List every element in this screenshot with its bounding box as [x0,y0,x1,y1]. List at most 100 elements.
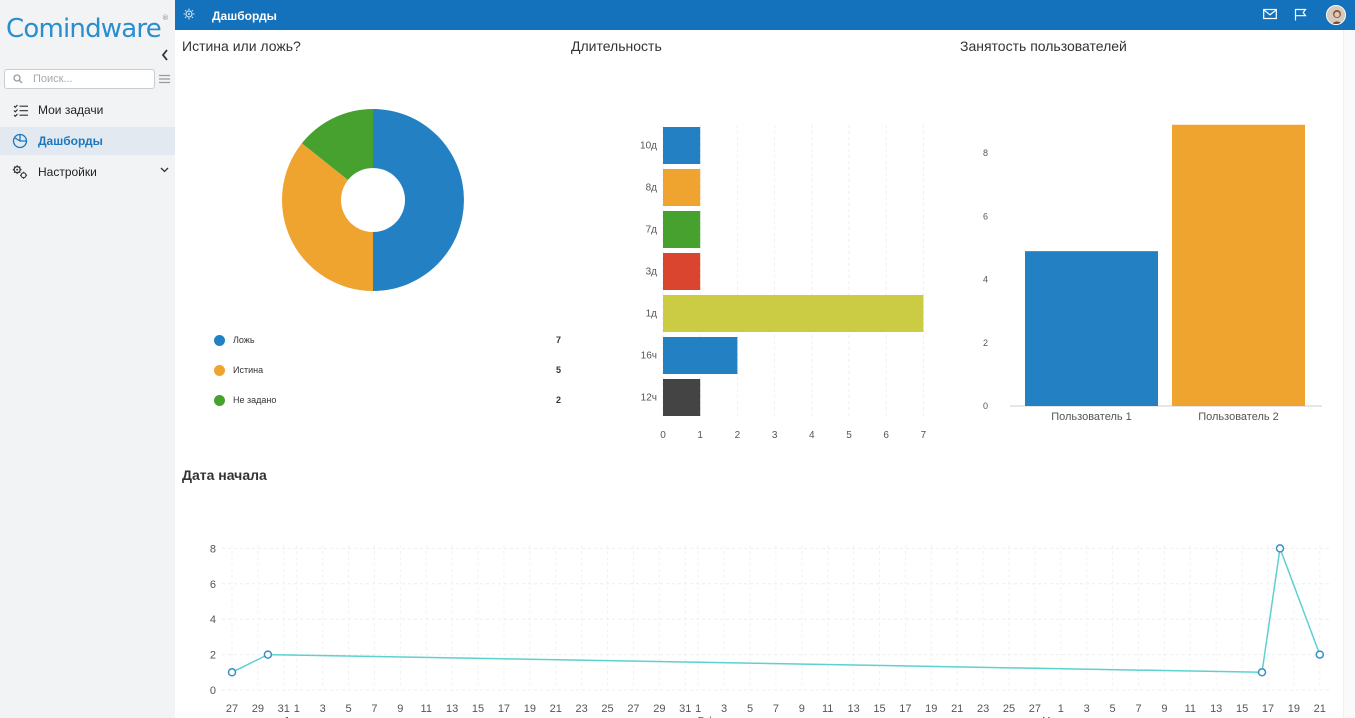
mail-icon[interactable] [1263,8,1277,20]
task-list-icon [12,102,28,118]
y-tick-label: 0 [210,685,216,697]
x-tick-label: 17 [899,703,911,715]
start-date-panel-title: Дата начала [182,467,267,483]
donut-slice [282,143,373,291]
settings-gears-icon [12,164,28,180]
y-tick-label: 6 [983,211,988,221]
data-point [1315,650,1325,659]
list-menu-icon[interactable] [159,74,170,84]
donut-panel-title: Истина или ложь? [182,38,301,54]
bar [663,169,701,206]
legend-label: Ложь [233,335,255,345]
search-icon [13,74,23,84]
y-tick-label: 4 [210,614,216,626]
x-tick-label: 21 [550,703,562,715]
legend-value: 2 [555,395,561,405]
legend-label: Истина [233,365,264,375]
x-tick-label: 7 [921,430,927,440]
legend-swatch [214,364,225,376]
search-input[interactable] [33,73,143,85]
page-title: Дашборды [212,9,277,23]
y-tick-label: 8д [646,183,658,194]
x-tick-label: 21 [1314,703,1326,715]
bar [663,337,738,374]
x-tick-label: 29 [252,703,264,715]
x-tick-label: 9 [397,703,403,715]
scrollbar[interactable] [1343,30,1355,718]
x-tick-label: 13 [847,703,859,715]
legend-item[interactable]: Ложь 7 [212,330,567,350]
top-bar: Дашборды [175,0,1355,30]
x-tick-label: 11 [822,703,833,715]
x-tick-label: 15 [873,703,885,715]
x-tick-label: 31 [679,703,691,715]
data-point [1275,544,1285,553]
bar [663,253,701,290]
y-tick-label: 6 [210,579,216,591]
x-tick-label: 25 [601,703,613,715]
x-tick-label: 23 [576,703,588,715]
settings-icon[interactable] [183,8,195,20]
x-tick-label: 7 [773,703,779,715]
x-tick-label: 5 [345,703,351,715]
collapse-sidebar-icon[interactable] [160,48,170,62]
user-load-bar-chart: 0 2 4 6 8 Пользователь 1 Пользователь 2 [983,124,1322,423]
x-tick-label: 5 [1110,703,1116,715]
x-tick-label: 7 [1135,703,1141,715]
x-tick-label: 5 [747,703,753,715]
x-tick-label: 29 [653,703,665,715]
sidebar-item-my-tasks[interactable]: Мои задачи [0,96,175,124]
x-tick-label: 0 [660,430,666,440]
x-tick-label: 11 [421,703,432,715]
x-tick-label: Пользователь 2 [1198,411,1279,423]
y-tick-label: 3д [646,267,658,278]
search-box[interactable] [4,69,155,89]
bar [1172,124,1305,406]
y-tick-label: 8 [210,543,216,555]
x-tick-label: 27 [1029,703,1041,715]
app-logo[interactable]: Comindware® [6,14,169,44]
x-tick-label: 15 [472,703,484,715]
y-tick-label: 1д [646,309,658,320]
legend-swatch [214,394,225,406]
legend-swatch [214,334,225,346]
month-label: Mar [1042,716,1060,718]
month-label: Feb [698,716,716,718]
x-tick-label: Пользователь 1 [1051,411,1132,423]
x-tick-label: 13 [1210,703,1222,715]
legend-item[interactable]: Не задано 2 [212,390,567,410]
bar [663,127,701,164]
x-tick-label: 1 [294,703,300,715]
legend-value: 5 [555,365,561,375]
x-tick-label: 11 [1185,703,1196,715]
x-tick-label: 19 [524,703,536,715]
duration-panel-title: Длительность [571,38,662,54]
x-tick-label: 19 [1288,703,1300,715]
legend-item[interactable]: Истина 5 [212,360,567,380]
x-tick-label: 3 [1084,703,1090,715]
y-tick-label: 16ч [641,351,657,362]
x-tick-label: 21 [951,703,963,715]
sidebar-item-settings[interactable]: Настройки [0,158,175,186]
x-tick-label: 17 [1262,703,1274,715]
user-avatar[interactable] [1326,5,1346,25]
sidebar-item-dashboards[interactable]: Дашборды [0,127,175,155]
x-tick-label: 3 [721,703,727,715]
x-tick-label: 19 [925,703,937,715]
flag-icon[interactable] [1294,8,1307,21]
x-tick-label: 1 [1058,703,1064,715]
x-tick-label: 2 [735,430,741,440]
x-tick-label: 1 [695,703,701,715]
duration-bar-chart: 0 1 2 3 4 5 6 7 10д 8д 7д 3д 1д 16ч 12ч [640,125,927,440]
y-tick-label: 7д [646,225,658,236]
x-tick-label: 27 [627,703,639,715]
bar [663,211,701,248]
chevron-down-icon[interactable] [160,167,169,173]
x-tick-label: 1 [697,430,703,440]
x-tick-label: 31 [278,703,290,715]
x-tick-label: 9 [799,703,805,715]
users-panel-title: Занятость пользователей [960,38,1127,54]
x-tick-label: 25 [1003,703,1015,715]
sidebar-item-label: Дашборды [38,134,103,148]
